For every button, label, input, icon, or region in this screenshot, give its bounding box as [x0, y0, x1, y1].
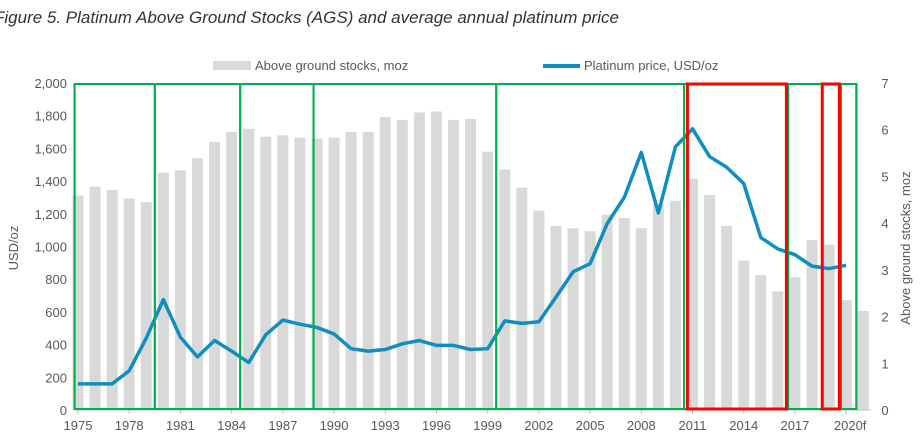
legend-bar-swatch — [213, 61, 251, 70]
bar — [687, 178, 699, 410]
x-tick-label: 1996 — [422, 418, 451, 433]
y-tick-label: 600 — [45, 305, 67, 320]
x-tick-label: 1984 — [217, 418, 246, 433]
bar — [840, 300, 852, 410]
y-tick-label: 1,800 — [34, 109, 67, 124]
bar — [345, 132, 357, 411]
bar — [601, 214, 613, 410]
y-tick-label: 1,200 — [34, 207, 67, 222]
bar — [738, 260, 750, 410]
annotation-box — [840, 83, 858, 410]
highlight-box — [820, 82, 841, 411]
x-tick-label: 1990 — [320, 418, 349, 433]
bar — [567, 228, 579, 410]
bar — [465, 118, 477, 410]
y-tick-label: 800 — [45, 272, 67, 287]
x-tick-label: 1978 — [115, 418, 144, 433]
bar — [123, 198, 135, 410]
bar — [499, 169, 511, 410]
bar — [413, 112, 425, 411]
bar — [430, 111, 442, 410]
bar — [482, 151, 494, 411]
y-tick-label: 400 — [45, 338, 67, 353]
y2-tick-label: 2 — [881, 310, 888, 325]
highlight-box — [685, 82, 788, 411]
legend-label: Above ground stocks, moz — [255, 58, 408, 73]
bar — [226, 132, 238, 411]
bar — [379, 117, 391, 410]
x-tick-label: 2011 — [679, 418, 707, 433]
bar — [857, 310, 869, 410]
y-tick-label: 200 — [45, 370, 67, 385]
y2-tick-label: 3 — [881, 263, 888, 278]
bar — [772, 291, 784, 410]
x-tick-label: 1993 — [371, 418, 400, 433]
y2-tick-label: 1 — [881, 356, 888, 371]
bar — [584, 231, 596, 410]
bar — [755, 274, 767, 410]
bar — [806, 239, 818, 410]
bar — [140, 202, 152, 410]
chart-title: Figure 5. Platinum Above Ground Stocks (… — [0, 8, 619, 27]
annotation-box — [495, 83, 685, 410]
bar — [669, 200, 681, 410]
y-tick-label: 1,400 — [34, 174, 67, 189]
bar — [243, 128, 255, 410]
bar — [311, 138, 323, 410]
bar — [260, 136, 272, 410]
bar — [823, 244, 835, 410]
y-tick-label: 1,600 — [34, 141, 67, 156]
y-axis-label: USD/oz — [6, 226, 21, 271]
x-tick-label: 1987 — [268, 418, 297, 433]
price-line — [78, 127, 847, 386]
bar — [721, 225, 733, 410]
y2-axis-label: Above ground stocks, moz — [898, 171, 913, 324]
x-tick-label: 2008 — [627, 418, 656, 433]
y2-tick-label: 6 — [881, 123, 888, 138]
bar — [328, 137, 340, 411]
bar — [89, 186, 101, 410]
bar — [72, 195, 84, 410]
bar — [209, 141, 221, 411]
bar — [362, 132, 374, 411]
bar — [635, 228, 647, 410]
x-tick-label: 2017 — [780, 418, 809, 433]
bar — [704, 195, 716, 410]
y2-tick-label: 7 — [881, 76, 888, 91]
x-tick-label: 2005 — [576, 418, 605, 433]
bar — [533, 210, 545, 410]
legend-label: Platinum price, USD/oz — [584, 58, 718, 73]
y2-tick-label: 4 — [881, 216, 888, 231]
y2-tick-label: 5 — [881, 169, 888, 184]
bar — [157, 172, 169, 410]
x-tick-label: 2002 — [524, 418, 553, 433]
x-tick-label: 1999 — [473, 418, 502, 433]
bar — [618, 218, 630, 410]
y-tick-label: 2,000 — [34, 76, 67, 91]
x-tick-label: 2020f — [834, 418, 867, 433]
y-tick-label: 0 — [60, 403, 67, 418]
bar — [448, 119, 460, 410]
x-tick-label: 2014 — [729, 418, 758, 433]
bar — [277, 135, 289, 410]
bar — [550, 225, 562, 410]
bar — [174, 170, 186, 410]
bar — [789, 277, 801, 410]
bar — [516, 187, 528, 410]
bar — [106, 189, 118, 410]
bar — [191, 158, 203, 410]
y-tick-label: 1,000 — [34, 240, 67, 255]
x-tick-label: 1975 — [64, 418, 93, 433]
y2-tick-label: 0 — [881, 403, 888, 418]
bar — [396, 119, 408, 410]
bar — [652, 203, 664, 410]
x-tick-label: 1981 — [166, 418, 195, 433]
bar — [294, 137, 306, 411]
